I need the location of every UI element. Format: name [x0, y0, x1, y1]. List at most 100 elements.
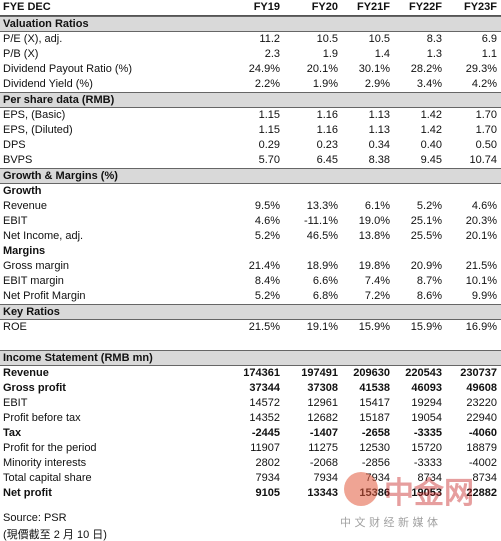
- row-value: 19.8%: [358, 260, 390, 272]
- row-label: Revenue: [3, 200, 48, 212]
- row-value: 23220: [466, 397, 497, 409]
- row-value: 6.6%: [312, 275, 338, 287]
- row-value: 15417: [359, 397, 390, 409]
- data-row: BVPS 5.70 6.45 8.38 9.45 10.74: [0, 153, 501, 168]
- data-row: Dividend Yield (%) 2.2% 1.9% 2.9% 3.4% 4.2%: [0, 77, 501, 92]
- row-value: 15.9%: [410, 321, 442, 333]
- row-label: BVPS: [3, 154, 33, 166]
- row-value: 7.2%: [364, 290, 390, 302]
- row-value: 8.4%: [254, 275, 280, 287]
- section-header: Growth & Margins (%): [0, 168, 501, 184]
- row-value: 7934: [313, 472, 338, 484]
- row-label: Net Profit Margin: [3, 290, 86, 302]
- row-label: P/B (X): [3, 48, 39, 60]
- row-value: 18.9%: [306, 260, 338, 272]
- row-label: Profit before tax: [3, 412, 81, 424]
- header-year: FY19: [253, 1, 280, 13]
- data-row: Revenue 9.5% 13.3% 6.1% 5.2% 4.6%: [0, 199, 501, 214]
- row-value: 21.4%: [248, 260, 280, 272]
- row-value: 1.70: [475, 109, 497, 121]
- row-label: P/E (X), adj.: [3, 33, 63, 45]
- data-row: Net Income, adj. 5.2% 46.5% 13.8% 25.5% 20.1%: [0, 229, 501, 244]
- section-header: Key Ratios: [0, 304, 501, 320]
- row-value: 1.9%: [312, 78, 338, 90]
- row-value: 1.1: [481, 48, 497, 60]
- row-label: Total capital share: [3, 472, 92, 484]
- subsection-title: Margins: [3, 245, 46, 257]
- watermark-icon: [344, 472, 378, 506]
- section-title: Growth & Margins (%): [3, 170, 118, 182]
- row-value: 20.1%: [465, 230, 497, 242]
- data-row: Profit for the period 11907 11275 12530 1572…: [0, 441, 501, 456]
- row-value: 1.13: [368, 109, 390, 121]
- row-value: 19053: [411, 487, 442, 499]
- section-title: Valuation Ratios: [3, 18, 89, 30]
- row-value: -3335: [413, 427, 442, 439]
- header-year: FY21F: [356, 1, 390, 13]
- row-value: 0.23: [316, 139, 338, 151]
- row-label: DPS: [3, 139, 26, 151]
- row-value: 16.9%: [465, 321, 497, 333]
- row-value: 20.1%: [306, 63, 338, 75]
- row-value: 8.3: [426, 33, 442, 45]
- data-row: Minority interests 2802 -2068 -2856 -3333 -40…: [0, 456, 501, 471]
- row-value: 12530: [359, 442, 390, 454]
- row-value: 19054: [411, 412, 442, 424]
- row-label: EBIT: [3, 215, 28, 227]
- data-row: P/B (X) 2.3 1.9 1.4 1.3 1.1: [0, 47, 501, 62]
- row-value: 8734: [417, 472, 442, 484]
- price-date-note: (現價截至 2 月 10 日): [3, 529, 107, 541]
- row-value: 22940: [466, 412, 497, 424]
- watermark-logo: 中金网: [384, 476, 474, 511]
- data-row: ROE 21.5% 19.1% 15.9% 15.9% 16.9%: [0, 320, 501, 335]
- row-value: -2445: [251, 427, 280, 439]
- row-label: EBIT: [3, 397, 28, 409]
- header-year: FY23F: [463, 1, 497, 13]
- row-value: 9.45: [420, 154, 442, 166]
- row-label: Gross profit: [3, 382, 66, 394]
- data-row: DPS 0.29 0.23 0.34 0.40 0.50: [0, 138, 501, 153]
- section-header: Income Statement (RMB mn): [0, 350, 501, 366]
- row-value: -4060: [468, 427, 497, 439]
- row-value: 15720: [411, 442, 442, 454]
- data-row: EPS, (Diluted) 1.15 1.16 1.13 1.42 1.70: [0, 123, 501, 138]
- watermark: 中金网 中 文 财 经 新 媒 体: [340, 468, 500, 534]
- row-value: 2.3: [264, 48, 280, 60]
- row-label: Gross margin: [3, 260, 70, 272]
- row-value: 11275: [308, 442, 338, 454]
- row-value: 5.2%: [254, 290, 280, 302]
- row-value: 6.8%: [312, 290, 338, 302]
- row-value: 1.13: [368, 124, 390, 136]
- section-header: Per share data (RMB): [0, 92, 501, 108]
- row-value: -1407: [309, 427, 338, 439]
- section-title: Per share data (RMB): [3, 94, 115, 106]
- row-value: 14352: [249, 412, 280, 424]
- row-label: Net profit: [3, 487, 52, 499]
- row-value: 1.3: [426, 48, 442, 60]
- row-value: 220543: [405, 367, 442, 379]
- financial-table: FYE DEC FY19 FY20 FY21F FY22F FY23F Valuation …: [0, 1, 501, 499]
- row-label: Dividend Payout Ratio (%): [3, 63, 133, 75]
- row-value: 46093: [411, 382, 442, 394]
- row-label: EPS, (Basic): [3, 109, 66, 121]
- row-value: 19.0%: [358, 215, 390, 227]
- row-value: 4.2%: [471, 78, 497, 90]
- data-row: Gross margin 21.4% 18.9% 19.8% 20.9% 21.5%: [0, 259, 501, 274]
- subsection-title: Growth: [3, 185, 42, 197]
- source-note: Source: PSR: [3, 512, 67, 524]
- row-value: 20.3%: [465, 215, 497, 227]
- data-row: Total capital share 7934 7934 7934 8734 8734: [0, 471, 501, 486]
- row-value: 13.8%: [358, 230, 390, 242]
- row-value: 1.15: [258, 109, 280, 121]
- section-title: Key Ratios: [3, 306, 60, 318]
- row-value: 13.3%: [306, 200, 338, 212]
- row-value: 21.5%: [465, 260, 497, 272]
- section-header: Valuation Ratios: [0, 16, 501, 32]
- header-year: FY20: [311, 1, 338, 13]
- row-value: 7934: [255, 472, 280, 484]
- row-value: 6.45: [316, 154, 338, 166]
- row-value: 37308: [307, 382, 338, 394]
- row-value: 49608: [466, 382, 497, 394]
- section-title: Income Statement (RMB mn): [3, 352, 153, 364]
